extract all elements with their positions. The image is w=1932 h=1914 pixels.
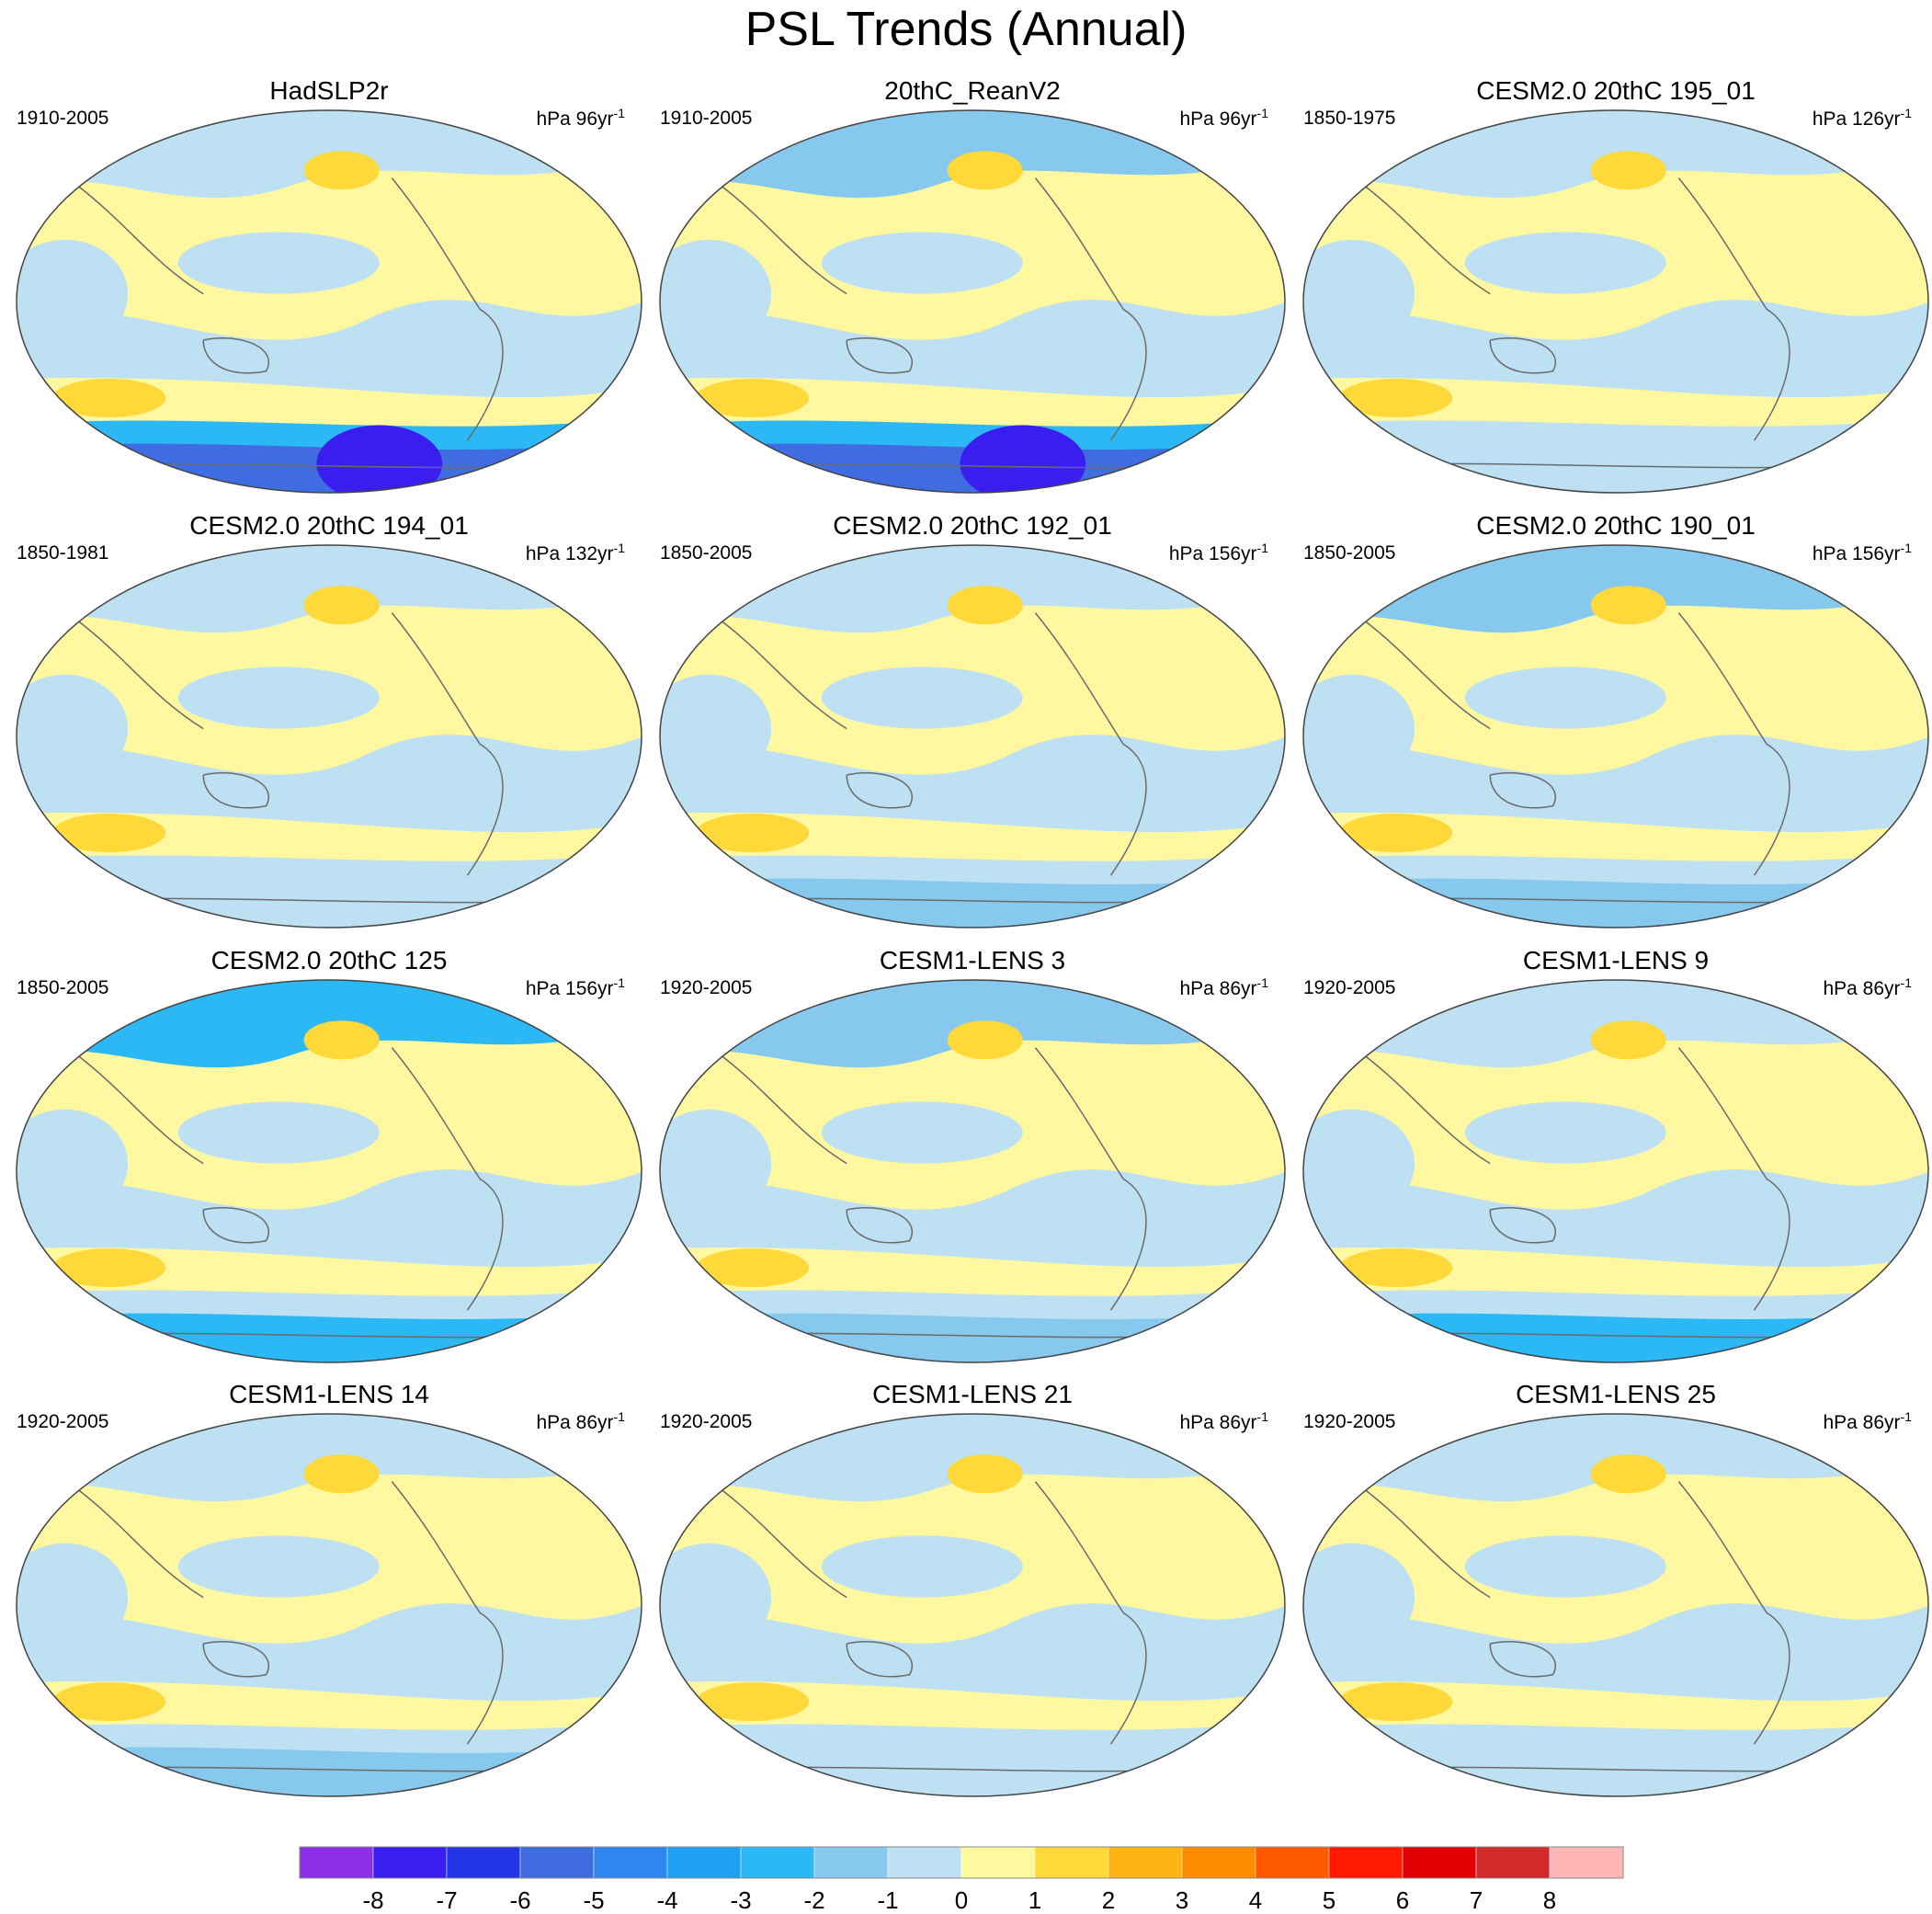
panel-years: 1850-1981 — [17, 542, 109, 564]
map-panel: CESM2.0 20thC 125 1850-2005 hPa 156yr-1 — [7, 945, 651, 1377]
panel-title: CESM1-LENS 21 — [872, 1380, 1073, 1408]
figure-title: PSL Trends (Annual) — [744, 3, 1188, 56]
panel-years: 1850-2005 — [17, 977, 109, 998]
colorbar-tick-label: -3 — [730, 1886, 751, 1912]
colorbar-box — [960, 1846, 1036, 1879]
colorbar-tick-label: 0 — [955, 1886, 968, 1912]
colorbar-tick-label: -2 — [803, 1886, 824, 1912]
trend-map — [16, 979, 642, 1363]
panel-years: 1850-2005 — [660, 542, 753, 564]
colorbar-box — [1181, 1846, 1256, 1879]
colorbar-box — [372, 1846, 448, 1879]
colorbar-box — [740, 1846, 815, 1879]
colorbar-box — [519, 1846, 595, 1879]
panel-title: 20thC_ReanV2 — [884, 76, 1061, 105]
panel-years: 1910-2005 — [17, 108, 109, 129]
panel-title: CESM2.0 20thC 125 — [210, 946, 448, 974]
map-panel: CESM2.0 20thC 194_01 1850-1981 hPa 132yr-1 — [7, 510, 651, 942]
panel-title: CESM2.0 20thC 190_01 — [1476, 511, 1756, 540]
panel-title: CESM2.0 20thC 195_01 — [1476, 76, 1756, 105]
map-panel: CESM1-LENS 21 1920-2005 hPa 86yr-1 — [651, 1379, 1294, 1811]
trend-map — [16, 544, 642, 929]
panel-units: hPa 86yr-1 — [536, 1409, 625, 1433]
panel-units: hPa 156yr-1 — [1168, 541, 1268, 564]
colorbar-tick-label: -4 — [656, 1886, 677, 1912]
trend-map — [659, 1413, 1286, 1797]
colorbar-box — [1034, 1846, 1109, 1879]
colorbar-box — [1255, 1846, 1330, 1879]
colorbar-box — [813, 1846, 889, 1879]
map-panel: CESM1-LENS 25 1920-2005 hPa 86yr-1 — [1294, 1379, 1932, 1811]
colorbar-tick-label: -8 — [362, 1886, 383, 1912]
panel-title: CESM2.0 20thC 192_01 — [833, 511, 1112, 540]
panel-title: CESM1-LENS 14 — [229, 1380, 429, 1408]
panel-years: 1920-2005 — [17, 1411, 109, 1432]
map-panel: CESM1-LENS 3 1920-2005 hPa 86yr-1 — [651, 945, 1294, 1377]
panel-units: hPa 86yr-1 — [1179, 975, 1268, 999]
trend-map — [16, 109, 642, 494]
panel-years: 1850-2005 — [1303, 542, 1396, 564]
colorbar-box — [446, 1846, 521, 1879]
panel-title: CESM1-LENS 25 — [1516, 1380, 1716, 1408]
colorbar-box — [1108, 1846, 1183, 1879]
colorbar-tick-label: 6 — [1396, 1886, 1409, 1912]
panel-years: 1920-2005 — [660, 1411, 753, 1432]
trend-map — [659, 109, 1286, 494]
colorbar-tick-label: 7 — [1470, 1886, 1483, 1912]
panel-title: CESM1-LENS 9 — [1522, 946, 1710, 974]
map-panel: HadSLP2r 1910-2005 hPa 96yr-1 — [7, 75, 651, 507]
colorbar-tick-label: -1 — [877, 1886, 898, 1912]
colorbar-box — [666, 1846, 742, 1879]
panel-units: hPa 96yr-1 — [536, 106, 625, 130]
map-panel: 20thC_ReanV2 1910-2005 hPa 96yr-1 — [651, 75, 1294, 507]
trend-map — [1302, 979, 1929, 1363]
colorbar-box — [1328, 1846, 1404, 1879]
trend-map — [659, 979, 1286, 1363]
panel-title: CESM2.0 20thC 194_01 — [189, 511, 469, 540]
panel-units: hPa 156yr-1 — [1812, 541, 1912, 564]
panel-units: hPa 86yr-1 — [1179, 1409, 1268, 1433]
colorbar-tick-label: 2 — [1102, 1886, 1115, 1912]
map-panel: CESM2.0 20thC 195_01 1850-1975 hPa 126yr-1 — [1294, 75, 1932, 507]
colorbar-tick-label: 4 — [1249, 1886, 1262, 1912]
panel-title: HadSLP2r — [269, 76, 389, 105]
panel-units: hPa 96yr-1 — [1179, 106, 1268, 130]
panel-years: 1920-2005 — [1303, 977, 1396, 998]
trend-map — [16, 1413, 642, 1797]
panel-units: hPa 86yr-1 — [1823, 1409, 1912, 1433]
colorbar-box — [593, 1846, 668, 1879]
panel-years: 1920-2005 — [1303, 1411, 1396, 1432]
colorbar-tick-label: -6 — [509, 1886, 530, 1912]
colorbar-box — [887, 1846, 962, 1879]
panel-title: CESM1-LENS 3 — [879, 946, 1066, 974]
trend-map — [659, 544, 1286, 929]
trend-map — [1302, 109, 1929, 494]
colorbar: -8 -7 -6 -5 -4 -3 -2 -1 0 1 2 3 4 5 6 7 8 — [299, 1846, 1624, 1912]
panel-years: 1850-1975 — [1303, 108, 1396, 129]
colorbar-tick-label: 1 — [1029, 1886, 1041, 1912]
panel-years: 1910-2005 — [660, 108, 753, 129]
trend-map — [1302, 1413, 1929, 1797]
colorbar-box — [1475, 1846, 1551, 1879]
colorbar-tick-label: 5 — [1323, 1886, 1335, 1912]
panel-units: hPa 86yr-1 — [1823, 975, 1912, 999]
colorbar-tick-label: -7 — [436, 1886, 457, 1912]
map-panel: CESM1-LENS 9 1920-2005 hPa 86yr-1 — [1294, 945, 1932, 1377]
panel-units: hPa 126yr-1 — [1812, 106, 1912, 130]
panel-units: hPa 132yr-1 — [525, 541, 625, 564]
colorbar-tick-label: 8 — [1543, 1886, 1556, 1912]
map-panel: CESM2.0 20thC 192_01 1850-2005 hPa 156yr-1 — [651, 510, 1294, 942]
panel-years: 1920-2005 — [660, 977, 753, 998]
colorbar-tick-label: -5 — [583, 1886, 604, 1912]
colorbar-tick-label: 3 — [1176, 1886, 1188, 1912]
colorbar-box — [1402, 1846, 1477, 1879]
map-panel: CESM2.0 20thC 190_01 1850-2005 hPa 156yr-1 — [1294, 510, 1932, 942]
map-panel: CESM1-LENS 14 1920-2005 hPa 86yr-1 — [7, 1379, 651, 1811]
trend-map — [1302, 544, 1929, 929]
colorbar-box — [1549, 1846, 1624, 1879]
colorbar-box — [299, 1846, 374, 1879]
panel-units: hPa 156yr-1 — [525, 975, 625, 999]
